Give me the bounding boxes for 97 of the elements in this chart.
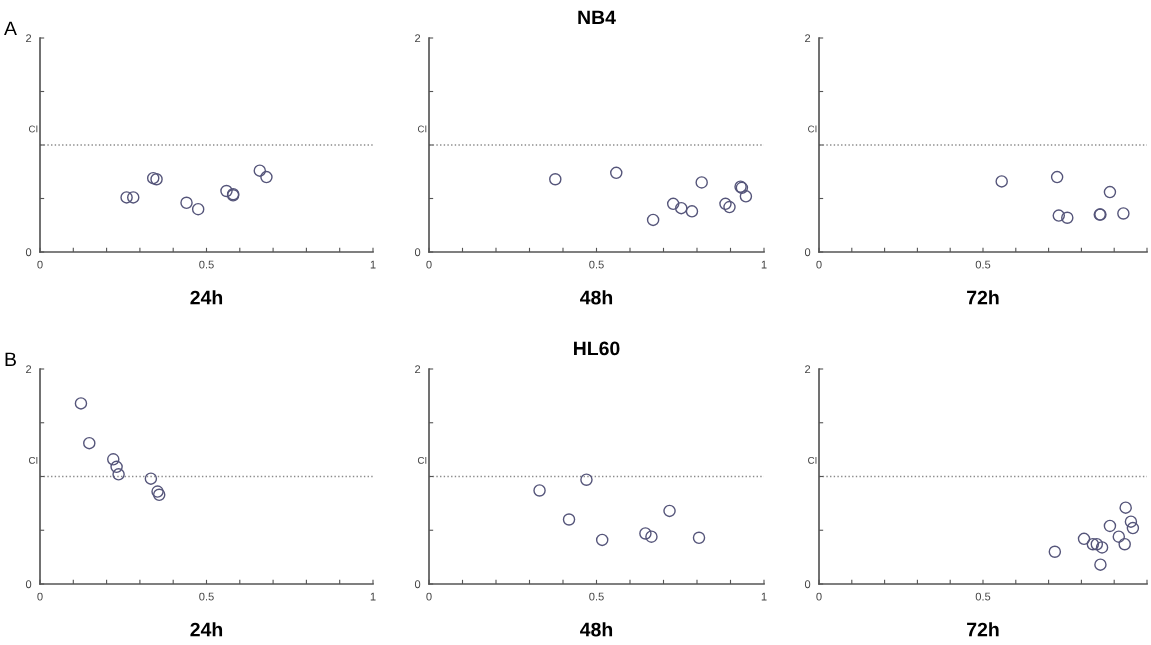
point xyxy=(995,175,1008,188)
point xyxy=(723,200,736,214)
point xyxy=(1119,501,1132,514)
x-tick-label: 1 xyxy=(761,260,767,269)
point xyxy=(719,197,732,211)
point xyxy=(639,527,652,540)
y-tick-label: 0 xyxy=(804,580,811,589)
text: A xyxy=(4,21,17,36)
point xyxy=(1077,532,1091,546)
x-tick-label: 0 xyxy=(37,260,43,269)
y-tick-label: 2 xyxy=(805,365,811,374)
x-axis-title: 48h xyxy=(580,622,613,637)
point xyxy=(110,460,123,474)
point xyxy=(120,191,133,204)
point xyxy=(1090,537,1104,551)
y-tick-label: 2 xyxy=(415,365,421,374)
y-axis-title: CI xyxy=(28,456,38,464)
point xyxy=(220,184,233,198)
point xyxy=(580,473,593,486)
point xyxy=(253,164,267,177)
point xyxy=(1117,207,1130,220)
point xyxy=(666,197,680,211)
point xyxy=(180,196,193,210)
point xyxy=(126,191,140,204)
y-axis-title: CI xyxy=(417,125,427,133)
x-tick-label: 0 xyxy=(426,592,432,601)
point xyxy=(1061,211,1074,225)
point xyxy=(549,172,562,186)
y-tick-label: 2 xyxy=(26,365,32,374)
x-tick-label: 0 xyxy=(37,592,43,601)
x-tick-label: 0.5 xyxy=(589,260,604,269)
point xyxy=(1094,558,1107,571)
point xyxy=(1118,537,1131,551)
y-tick-label: 2 xyxy=(805,34,811,43)
point xyxy=(260,170,273,184)
point xyxy=(1124,515,1138,528)
x-axis-title: 72h xyxy=(967,622,999,637)
point xyxy=(695,176,708,189)
point xyxy=(144,472,158,485)
point xyxy=(562,513,576,526)
x-axis-title: 48h xyxy=(580,290,613,305)
point xyxy=(646,213,660,227)
x-tick-label: 0.5 xyxy=(199,592,214,601)
point xyxy=(1086,537,1100,551)
point xyxy=(1095,541,1109,554)
chart-title: NB4 xyxy=(578,10,616,25)
x-tick-label: 1 xyxy=(370,260,376,269)
point xyxy=(112,468,125,481)
y-tick-label: 0 xyxy=(25,248,32,257)
point xyxy=(191,202,205,216)
point xyxy=(1103,185,1117,199)
y-tick-label: 2 xyxy=(26,34,32,43)
point xyxy=(152,488,166,502)
x-tick-label: 0.5 xyxy=(975,592,991,601)
point xyxy=(83,436,96,450)
point xyxy=(685,205,699,218)
point xyxy=(645,530,658,543)
point xyxy=(150,172,163,186)
x-tick-label: 0.5 xyxy=(589,592,604,601)
x-tick-label: 1 xyxy=(370,592,376,601)
point xyxy=(1103,519,1117,533)
point xyxy=(1112,530,1126,543)
y-tick-label: 2 xyxy=(415,34,421,43)
point xyxy=(146,171,160,185)
point xyxy=(151,485,164,498)
chart-title: HL60 xyxy=(574,341,620,356)
x-axis-title: 24h xyxy=(190,290,223,305)
x-tick-label: 0 xyxy=(426,260,432,269)
point xyxy=(595,533,609,547)
y-tick-label: 0 xyxy=(804,248,811,257)
point xyxy=(533,484,546,497)
point xyxy=(739,190,753,203)
x-tick-label: 0.5 xyxy=(199,260,214,269)
x-tick-label: 1 xyxy=(761,592,767,601)
point xyxy=(610,166,623,180)
point xyxy=(1050,170,1064,184)
y-axis-title: CI xyxy=(808,125,817,133)
point xyxy=(74,397,88,410)
y-axis-title: CI xyxy=(808,456,817,464)
point xyxy=(663,504,676,518)
y-axis-title: CI xyxy=(28,125,38,133)
x-tick-label: 0.5 xyxy=(975,260,991,269)
point xyxy=(675,201,688,215)
y-tick-label: 0 xyxy=(25,580,32,589)
x-tick-label: 0 xyxy=(816,592,822,601)
x-axis-title: 24h xyxy=(190,622,223,637)
point xyxy=(1126,521,1140,535)
y-tick-label: 0 xyxy=(414,580,421,589)
point xyxy=(1052,209,1066,222)
x-tick-label: 0 xyxy=(816,260,822,269)
point xyxy=(692,531,706,545)
x-axis-title: 72h xyxy=(967,290,999,305)
y-tick-label: 0 xyxy=(414,248,421,257)
y-axis-title: CI xyxy=(417,456,427,464)
point xyxy=(1048,545,1062,559)
point xyxy=(107,453,120,466)
text: B xyxy=(5,352,16,367)
